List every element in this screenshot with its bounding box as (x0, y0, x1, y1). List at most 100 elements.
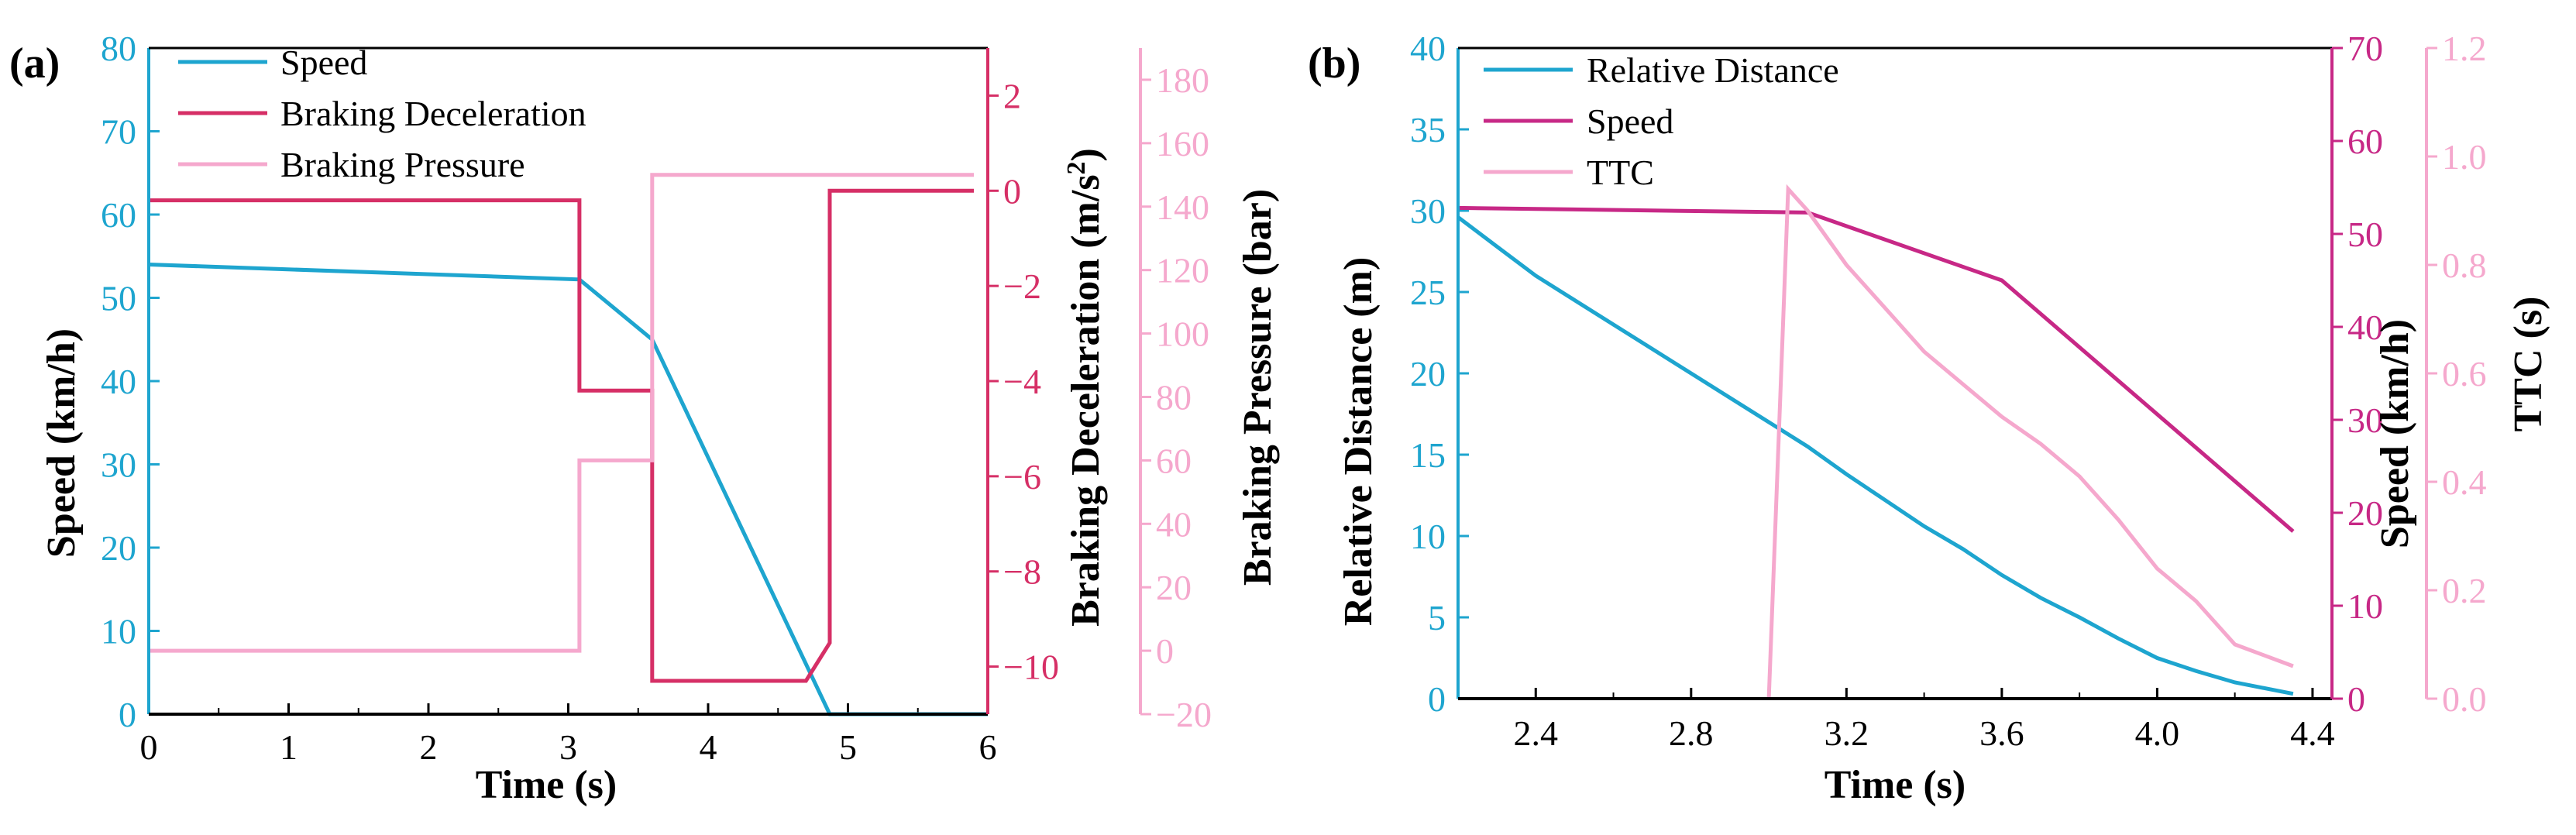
panel-a-label: (a) (9, 40, 60, 88)
y_right2-tick-label: 0.4 (2442, 462, 2487, 502)
y_right2-tick-label: 180 (1156, 60, 1209, 100)
y_right1-tick-label: 70 (2347, 29, 2383, 68)
left-tick-label: 35 (1410, 110, 1446, 149)
y_right1-tick-label: 10 (2347, 586, 2383, 626)
legend-label-braking-deceleration: Braking Deceleration (280, 94, 586, 133)
panel-a-y-right1-label: Braking Deceleration (m/s2) (1062, 148, 1108, 627)
panel-a-frame (147, 46, 1142, 716)
y_right2-tick-label: 40 (1156, 504, 1192, 544)
y_right2-tick-label: 160 (1156, 124, 1209, 163)
y_right1-tick-label: −10 (1003, 648, 1059, 687)
x-tick-label: 4.4 (2290, 713, 2335, 753)
y_right1-tick-label: −8 (1003, 552, 1041, 592)
y_right2-tick-label: 0.8 (2442, 246, 2487, 285)
y_right1-tick-label: −6 (1003, 457, 1041, 497)
y_right2-tick-label: −20 (1156, 695, 1212, 734)
panel-b-y-right2-label: TTC (s) (2506, 297, 2550, 432)
y_right2-tick-label: 140 (1156, 187, 1209, 227)
panel-a-right1-axis-ticks: −10 −8 −6 −4 −2 0 2 (988, 76, 1059, 687)
y_right1-tick-label: 2 (1003, 76, 1021, 115)
panel-b-y-right1-label: Speed (km/h) (2373, 319, 2417, 548)
panel-b-y-left-label: Relative Distance (m) (1336, 257, 1381, 627)
left-tick-label: 40 (101, 362, 136, 401)
y_right1-tick-label: 20 (2347, 493, 2383, 533)
left-tick-label: 60 (101, 195, 136, 235)
legend-label-speed: Speed (280, 43, 367, 82)
panel-a-series-lines (148, 173, 988, 716)
y_right2-tick-label: 100 (1156, 314, 1209, 354)
x-tick-label: 4.0 (2135, 713, 2180, 753)
y_right1-tick-label: −4 (1003, 362, 1041, 401)
left-tick-label: 20 (1410, 354, 1446, 393)
y_right2-tick-label: 1.2 (2442, 29, 2487, 68)
x-tick-label: 4 (700, 727, 717, 767)
series-line-ttc (1766, 184, 2294, 699)
left-tick-label: 25 (1410, 273, 1446, 312)
series-line-speed (148, 263, 988, 716)
left-tick-label: 0 (1428, 679, 1446, 719)
legend-label-braking-pressure: Braking Pressure (280, 145, 525, 184)
panel-a-y-left-label: Speed (km/h) (40, 328, 84, 558)
y_right2-tick-label: 0.6 (2442, 354, 2487, 393)
left-tick-label: 10 (1410, 517, 1446, 556)
x-tick-label: 3.2 (1825, 713, 1869, 753)
y_right2-tick-label: 0.0 (2442, 679, 2487, 719)
x-tick-label: 0 (140, 727, 158, 767)
y_right2-tick-label: 0 (1156, 631, 1174, 671)
series-line-braking-deceleration (149, 188, 974, 683)
panel-b-left-axis-ticks: 0 5 10 15 20 25 30 35 40 (1410, 29, 1469, 719)
panel-a-legend: Speed Braking Deceleration Braking Press… (178, 43, 586, 184)
y_right1-tick-label: 40 (2347, 308, 2383, 347)
y_right2-tick-label: 120 (1156, 251, 1209, 290)
legend-label-ttc: TTC (1587, 153, 1654, 192)
y_right1-tick-label: 0 (1003, 171, 1021, 211)
y_right2-tick-label: 0.2 (2442, 571, 2487, 610)
y_right1-tick-label: −2 (1003, 266, 1041, 306)
panel-a-left-axis-ticks: 0 10 20 30 40 50 60 70 80 (101, 29, 160, 734)
panel-b-right1-axis-ticks: 0 10 20 30 40 50 60 70 (2332, 29, 2383, 719)
left-tick-label: 15 (1410, 435, 1446, 475)
y_right2-tick-label: 80 (1156, 377, 1192, 417)
x-tick-label: 5 (839, 727, 857, 767)
panel-b-series-lines (1457, 184, 2295, 699)
left-tick-label: 20 (101, 528, 136, 568)
panel-b-x-label: Time (s) (1825, 763, 1966, 807)
panel-b-label: (b) (1308, 40, 1360, 88)
series-line-braking-pressure (149, 173, 974, 653)
left-tick-label: 80 (101, 29, 136, 68)
panel-b-legend: Relative Distance Speed TTC (1484, 50, 1839, 192)
left-tick-label: 30 (1410, 191, 1446, 231)
panel-a-x-axis-ticks: 0 1 2 3 4 5 6 (140, 703, 997, 767)
panel-a-x-label: Time (s) (476, 763, 617, 807)
left-tick-label: 0 (119, 695, 136, 734)
panel-b-x-axis-ticks: 2.4 2.8 3.2 3.6 4.0 4.4 (1514, 688, 2335, 753)
panel-a-right2-axis-ticks: −20 0 20 40 60 80 100 120 140 160 180 (1140, 60, 1212, 734)
panel-a-y-right2-label: Braking Pressure (bar) (1236, 189, 1280, 586)
y_right1-tick-label: 30 (2347, 400, 2383, 440)
y_right2-tick-label: 20 (1156, 568, 1192, 607)
x-tick-label: 2.4 (1514, 713, 1559, 753)
x-tick-label: 3.6 (1979, 713, 2024, 753)
y_right2-tick-label: 1.0 (2442, 137, 2487, 177)
y_right1-tick-label: 50 (2347, 215, 2383, 254)
panel-b-frame (1457, 46, 2428, 700)
left-tick-label: 70 (101, 112, 136, 152)
x-tick-label: 2 (420, 727, 438, 767)
left-tick-label: 5 (1428, 598, 1446, 637)
series-line-speed (1457, 205, 2295, 533)
y_right2-tick-label: 60 (1156, 441, 1192, 480)
y_right1-tick-label: 60 (2347, 122, 2383, 161)
panel-b-right2-axis-ticks: 0.0 0.2 0.4 0.6 0.8 1.0 1.2 (2426, 29, 2487, 719)
series-line-relative-distance (1457, 215, 2294, 696)
legend-label-relative-distance: Relative Distance (1587, 50, 1839, 90)
x-tick-label: 1 (280, 727, 297, 767)
left-tick-label: 30 (101, 445, 136, 485)
left-tick-label: 50 (101, 279, 136, 318)
y_right1-tick-label: 0 (2347, 679, 2365, 719)
x-tick-label: 3 (559, 727, 577, 767)
left-tick-label: 40 (1410, 29, 1446, 68)
x-tick-label: 2.8 (1669, 713, 1714, 753)
